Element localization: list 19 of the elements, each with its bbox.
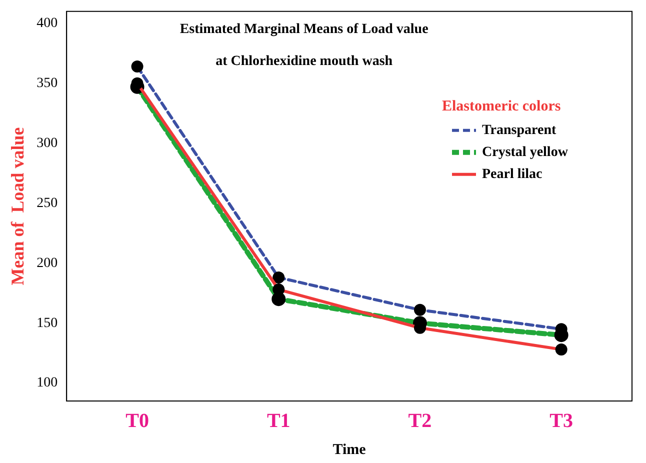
- y-tick-label: 350: [36, 76, 58, 91]
- x-tick-label: T0: [126, 410, 149, 432]
- x-axis-title: Time: [332, 442, 366, 458]
- text: at Chlorhexidine mouth wash: [216, 54, 393, 70]
- y-tick-label: 150: [36, 316, 58, 331]
- x-tick-label: T1: [266, 410, 290, 432]
- legend-title: Elastomeric colors: [442, 98, 561, 114]
- y-tick-label: 250: [36, 196, 58, 211]
- x-tick-label: T2: [408, 410, 432, 432]
- legend-label: Crystal yellow: [482, 145, 569, 160]
- y-tick-label: 100: [36, 376, 58, 391]
- y-tick-label: 200: [36, 256, 58, 271]
- y-tick-label: 400: [36, 16, 58, 32]
- y-axis-title: Mean of Load value: [7, 127, 28, 286]
- legend-label: Transparent: [482, 123, 556, 138]
- text: Estimated Marginal Means of Load value: [180, 22, 428, 38]
- x-tick-label: T3: [550, 410, 573, 432]
- y-tick-label: 300: [36, 136, 58, 151]
- legend-label: Pearl lilac: [482, 167, 542, 182]
